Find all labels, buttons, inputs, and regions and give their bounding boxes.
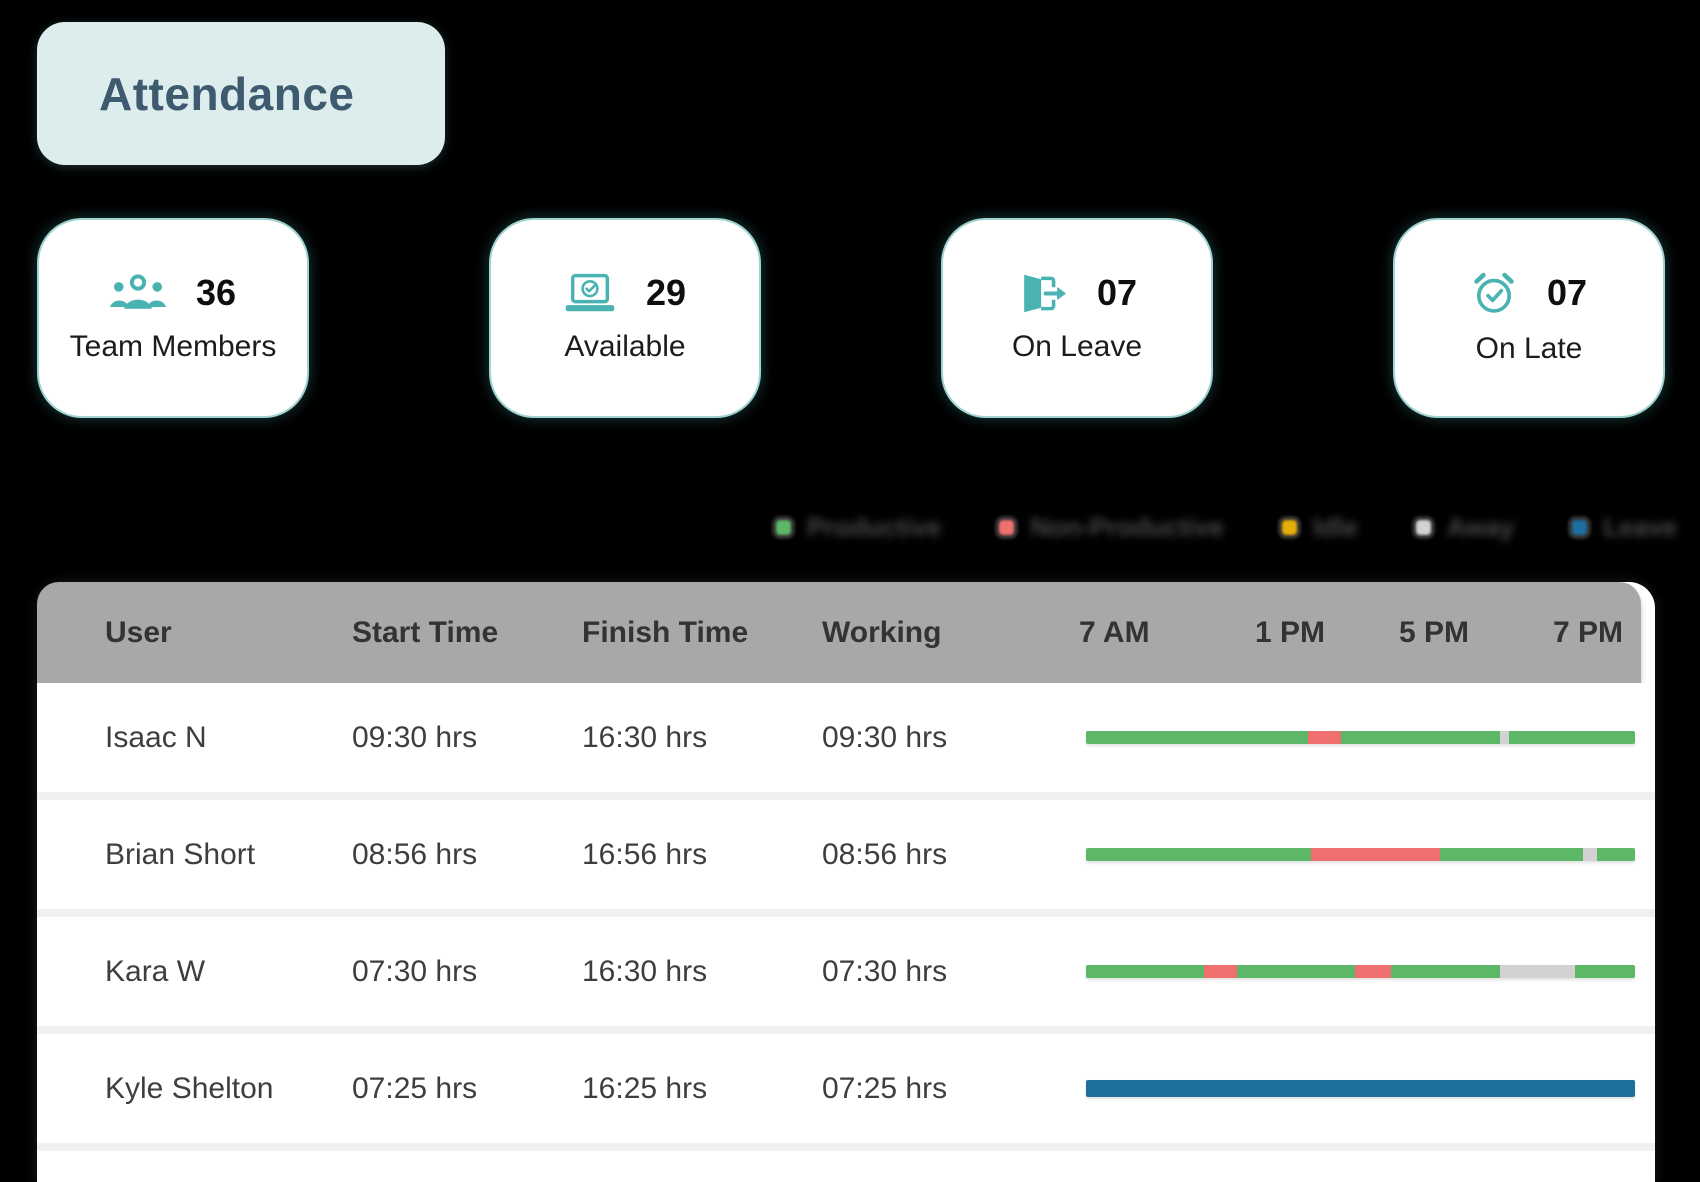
stat-card-on-late: 07 On Late [1393,218,1665,418]
timeline-segment-away [1500,965,1575,978]
cell-timeline [1049,1034,1655,1143]
cell-user: Kara W [105,954,206,988]
legend-item-productive: Productive [772,511,942,543]
timeline-segment-productive [1086,731,1309,744]
column-header-user: User [105,615,172,649]
timeline-segment-productive [1341,731,1501,744]
table-header: User Start Time Finish Time Working 7 AM… [37,582,1641,683]
laptop-check-icon [564,273,616,313]
cell-start-time: 08:56 hrs [352,837,478,871]
alarm-check-icon [1471,270,1517,316]
activity-timeline-bar [1086,848,1635,861]
stat-value-team-members: 36 [195,272,237,313]
time-header-5pm: 5 PM [1399,615,1470,649]
cell-timeline [1049,917,1655,1026]
legend-swatch-leave [1568,515,1592,539]
status-legend: Productive Non-Productive Idle Away Leave [37,510,1677,544]
cell-start-time: 07:25 hrs [352,1071,478,1105]
cell-finish-time: 16:30 hrs [582,954,708,988]
timeline-segment-productive [1508,731,1635,744]
cell-finish-time: 16:25 hrs [582,1071,708,1105]
legend-swatch-productive [772,515,796,539]
timeline-segment-productive [1086,848,1312,861]
page-title-card: Attendance [37,22,445,165]
page-title: Attendance [99,67,355,120]
legend-swatch-idle [1278,515,1302,539]
door-exit-icon [1017,273,1067,314]
table-body: Isaac N 09:30 hrs 16:30 hrs 09:30 hrs Brian … [37,683,1655,1151]
stat-label-on-leave: On Leave [1011,330,1143,363]
activity-timeline-bar [1086,965,1635,978]
stat-value-on-leave: 07 [1096,272,1138,313]
cell-user: Isaac N [105,720,207,754]
time-header-7am: 7 AM [1079,615,1150,649]
stats-row: 36 Team Members 29 Available [37,218,1665,418]
cell-start-time: 09:30 hrs [352,720,478,754]
activity-timeline-bar [1086,1080,1635,1097]
timeline-segment-away [1582,848,1597,861]
legend-label-leave: Leave [1603,511,1677,542]
time-header-7pm: 7 PM [1553,615,1624,649]
stat-label-available: Available [564,330,686,363]
activity-timeline-bar [1086,731,1635,744]
timeline-segment-away [1500,731,1509,744]
timeline-segment-productive [1574,965,1635,978]
timeline-segment-non_productive [1355,965,1391,978]
column-header-finish: Finish Time [582,615,749,649]
timeline-segment-non_productive [1311,848,1441,861]
cell-working: 07:25 hrs [822,1071,948,1105]
timeline-segment-productive [1236,965,1355,978]
cell-working: 07:30 hrs [822,954,948,988]
timeline-segment-productive [1596,848,1635,861]
legend-item-leave: Leave [1568,511,1677,543]
cell-start-time: 07:30 hrs [352,954,478,988]
timeline-segment-productive [1086,965,1205,978]
stat-value-available: 29 [645,272,687,313]
legend-label-away: Away [1446,511,1515,542]
timeline-header: 7 AM 1 PM 5 PM 7 PM [1049,582,1641,683]
table-row: Kara W 07:30 hrs 16:30 hrs 07:30 hrs [37,917,1655,1034]
cell-working: 09:30 hrs [822,720,948,754]
column-header-start: Start Time [352,615,499,649]
column-header-working: Working [822,615,942,649]
timeline-segment-non_productive [1204,965,1237,978]
cell-finish-time: 16:56 hrs [582,837,708,871]
legend-label-productive: Productive [807,511,942,542]
legend-item-non_productive: Non-Productive [995,511,1225,543]
legend-label-non_productive: Non-Productive [1030,511,1225,542]
timeline-segment-productive [1390,965,1501,978]
cell-working: 08:56 hrs [822,837,948,871]
stat-card-team-members: 36 Team Members [37,218,309,418]
timeline-segment-productive [1440,848,1583,861]
cell-finish-time: 16:30 hrs [582,720,708,754]
legend-swatch-away [1411,515,1435,539]
legend-item-away: Away [1411,511,1515,543]
stat-value-on-late: 07 [1546,272,1588,313]
table-row: Isaac N 09:30 hrs 16:30 hrs 09:30 hrs [37,683,1655,800]
attendance-table: User Start Time Finish Time Working 7 AM… [37,582,1655,1182]
timeline-segment-leave [1086,1080,1635,1097]
cell-user: Kyle Shelton [105,1071,274,1105]
cell-user: Brian Short [105,837,256,871]
team-members-icon [109,272,166,314]
legend-swatch-non_productive [995,515,1019,539]
timeline-segment-non_productive [1308,731,1342,744]
cell-timeline [1049,683,1655,792]
legend-label-idle: Idle [1313,511,1358,542]
cell-timeline [1049,800,1655,909]
stat-label-on-late: On Late [1475,332,1583,365]
stat-card-on-leave: 07 On Leave [941,218,1213,418]
stat-label-team-members: Team Members [69,330,277,363]
table-row: Kyle Shelton 07:25 hrs 16:25 hrs 07:25 hrs [37,1034,1655,1151]
stat-card-available: 29 Available [489,218,761,418]
time-header-1pm: 1 PM [1255,615,1326,649]
legend-item-idle: Idle [1278,511,1358,543]
table-row: Brian Short 08:56 hrs 16:56 hrs 08:56 hrs [37,800,1655,917]
